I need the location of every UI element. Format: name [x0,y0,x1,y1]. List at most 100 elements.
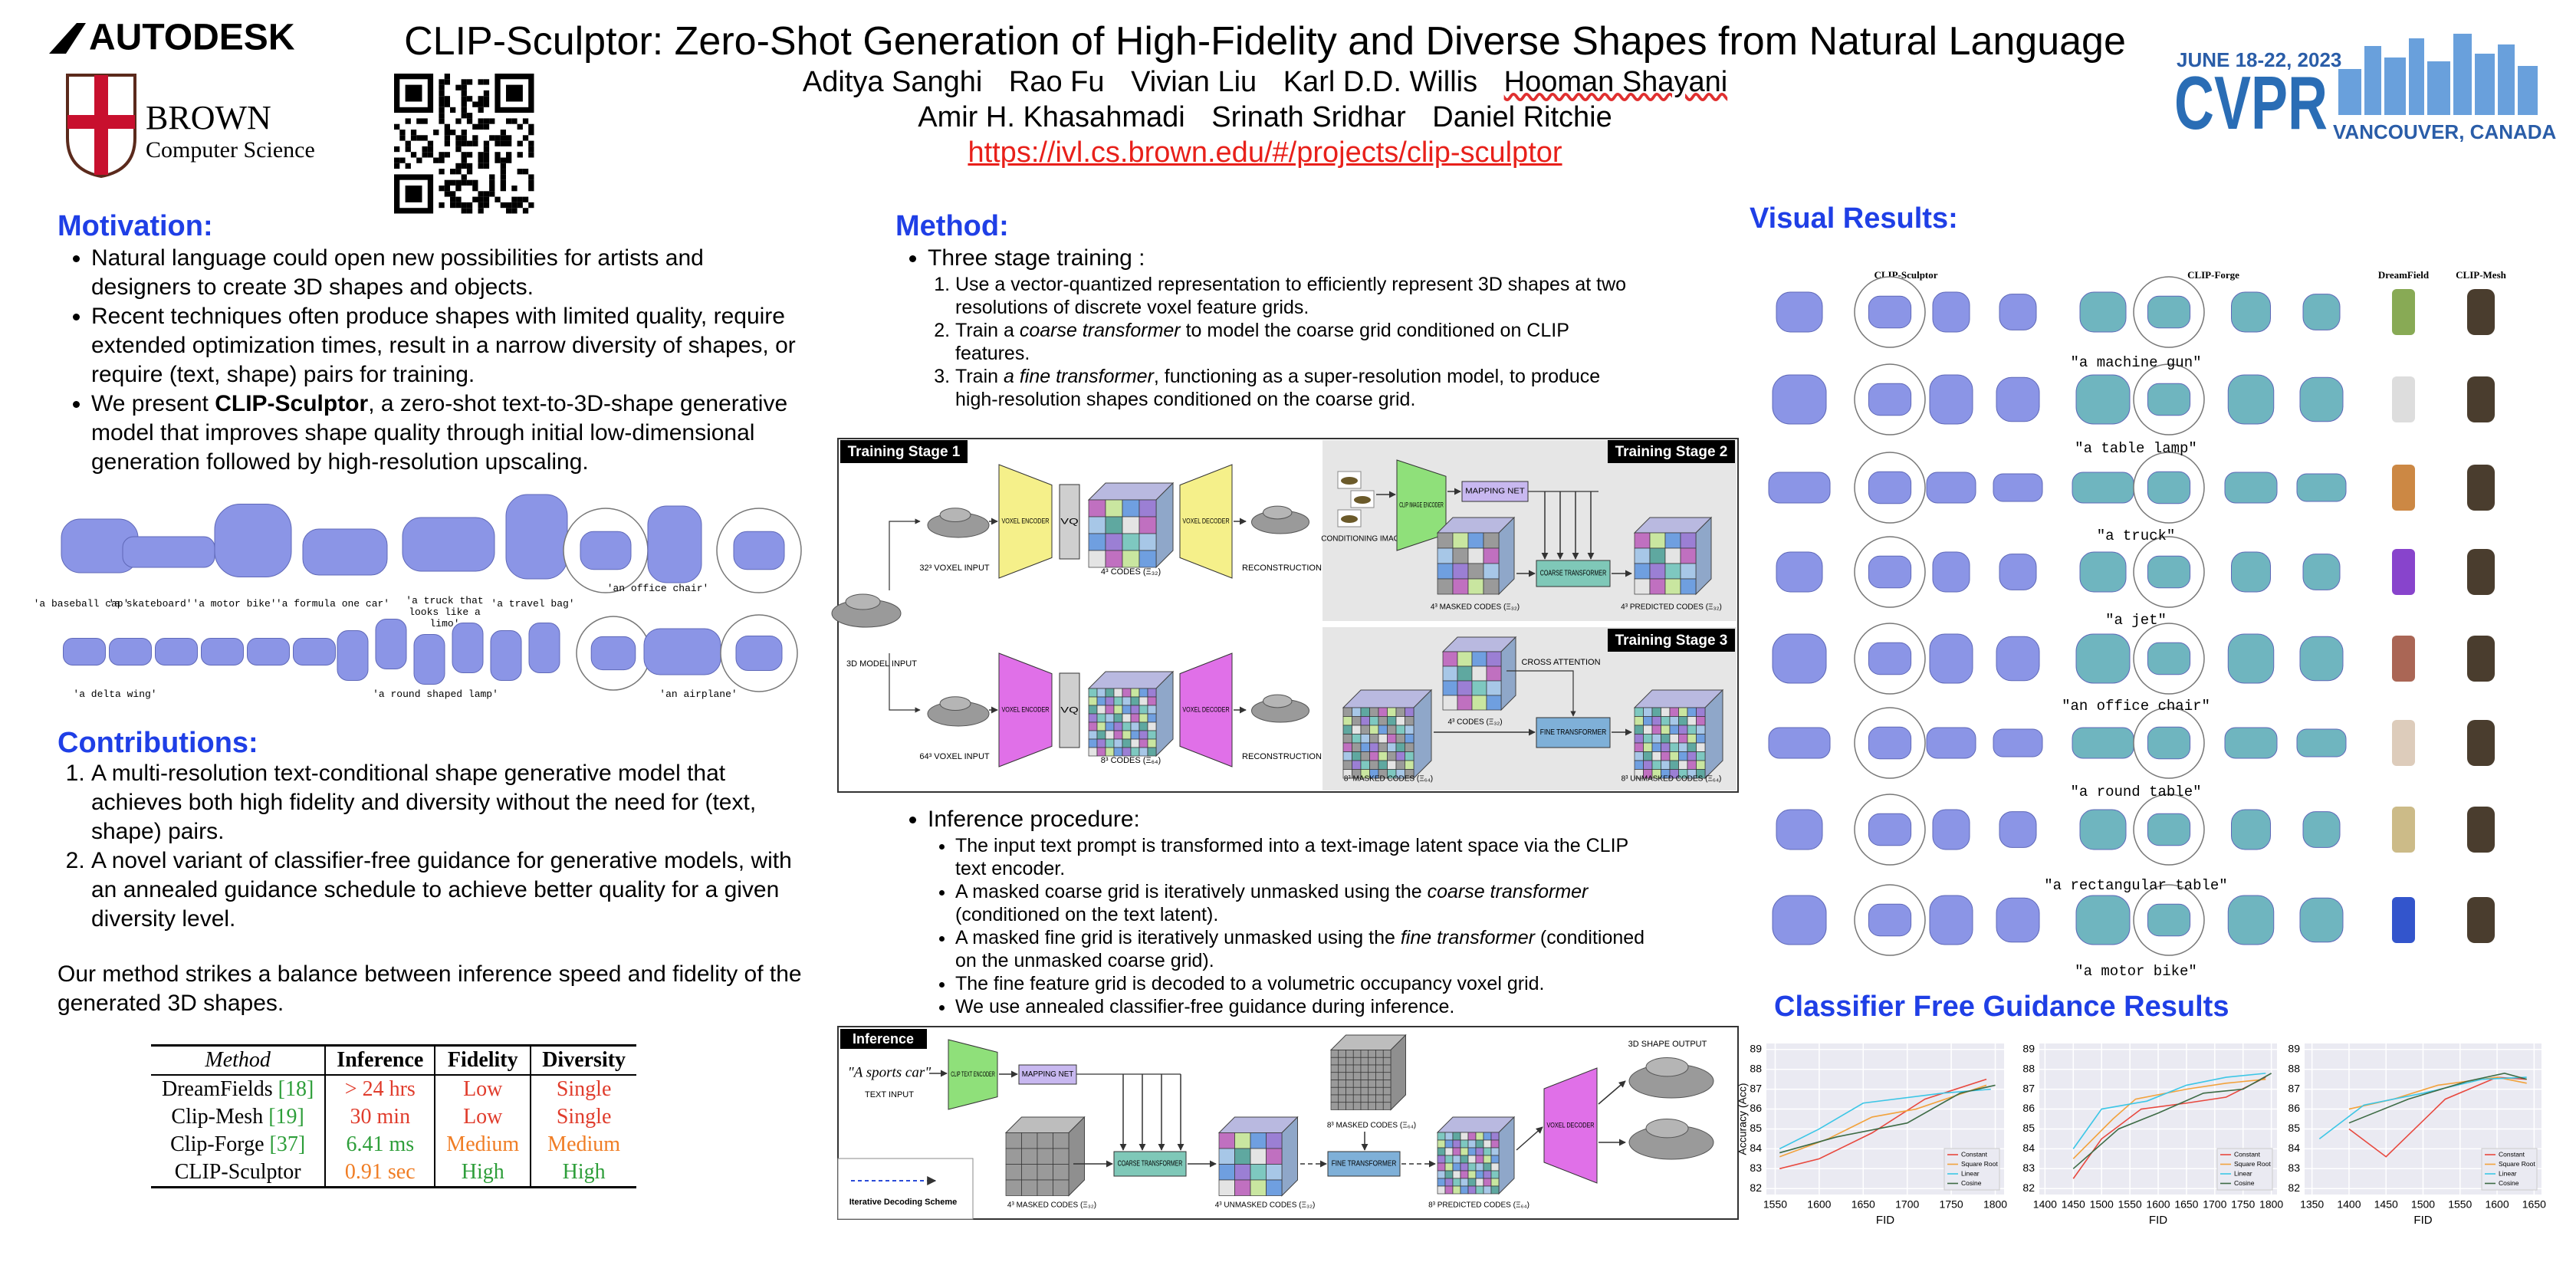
qr-module [444,74,450,80]
cube-cell [1250,1132,1267,1149]
cube-cell [1021,1164,1038,1181]
skyline-building [2384,58,2406,115]
cube-cell [1088,550,1106,568]
cube-cell [1457,695,1473,711]
cube-cell [1437,1147,1446,1156]
cube-cell [1088,705,1098,715]
cube-cell [1234,1148,1251,1165]
figure-label: 4³ MASKED CODES (Ξ₃₂) [1007,1201,1096,1210]
step-text: Train a [955,320,1020,341]
header-cell: Fidelity [435,1045,532,1076]
qr-module [478,191,484,197]
figure-label: TEXT INPUT [865,1090,914,1099]
shape [1996,897,2040,943]
cube-cell [1475,1162,1484,1172]
y-tick-label: 88 [1750,1062,1762,1074]
qr-module [472,101,478,107]
skyline-building [2518,66,2538,115]
step: The fine feature grid is decoded to a vo… [955,972,1661,995]
cube-cell [1088,533,1106,551]
qr-module [455,186,462,192]
cube-cell [1678,707,1688,717]
qr-module [405,163,411,169]
shape [109,638,152,666]
y-tick-label: 88 [2288,1062,2300,1074]
cube-cell [1452,532,1469,549]
qr-module [444,130,450,136]
cube-cell [1651,742,1661,752]
qr-module [517,169,523,175]
qr-module [528,186,534,192]
x-tick-label: 1750 [1940,1198,1963,1211]
block-label: VOXEL DECODER [1182,705,1230,713]
qr-module [489,191,495,197]
cube-cell [1053,1148,1070,1165]
qr-module [444,179,450,186]
qr-module [450,179,456,186]
y-tick-label: 86 [2022,1102,2035,1114]
project-link[interactable]: https://ivl.cs.brown.edu/#/projects/clip… [968,136,1562,169]
cube-cell [1105,738,1115,748]
cube-cell [1130,713,1140,723]
table-row: CLIP-Sculptor 0.91 sec High High [151,1158,636,1188]
legend-label: Linear [1961,1169,1980,1177]
zoom-detail [1868,813,1912,846]
qr-module [472,196,478,202]
car [1341,477,1358,485]
qr-module [439,96,445,102]
cube-cell [1457,651,1473,667]
cube-cell [1405,716,1414,726]
caption: 'a delta wing' [73,689,157,700]
cube-cell [1437,532,1454,549]
shape [2302,294,2341,330]
qr-module [439,101,445,107]
brown-logo: BROWN [146,99,271,136]
cube-cell [1088,721,1098,731]
clipmesh-shape [2467,376,2495,422]
cube-cell [1680,563,1697,580]
cube-cell [1338,1057,1346,1066]
zoom-detail [2147,555,2191,589]
series-line [1779,1084,1996,1154]
qr-module [450,202,456,209]
network-block [1543,1067,1598,1184]
cube-cell [1395,751,1405,761]
shape [337,630,369,681]
cube-cell [1338,1102,1346,1110]
cube-cell [1088,499,1106,518]
cube-cell [1687,707,1697,717]
method: CLIP-Sculptor [174,1160,301,1184]
cube-cell [1088,688,1098,698]
cube-cell [1130,696,1140,706]
shape [1929,895,1973,945]
cube-cell [1634,760,1644,770]
cube-cell [1475,1147,1484,1156]
qr-module [506,152,512,158]
shape [1768,727,1831,759]
step-text: A masked coarse grid is iteratively unma… [955,881,1428,902]
step-text: a fine transformer [1003,366,1154,387]
cube-cell [1113,688,1123,698]
x-tick-label: 1450 [2062,1198,2085,1211]
cube-cell [1651,760,1661,770]
qr-module [478,152,484,158]
cube-cell [1696,734,1706,744]
bullet-text: CLIP-Sculptor [215,391,369,416]
shape [1929,374,1973,425]
cell: Medium [547,1132,621,1156]
qr-module [455,118,462,124]
cube-cell [1338,1080,1346,1088]
cell: Single [556,1077,612,1101]
cube-cell [1483,1170,1492,1179]
cube-cell [1105,499,1123,518]
qr-module [439,113,445,119]
cube-cell [1452,1185,1461,1195]
qr-module [478,101,484,107]
table-row: Clip-Mesh [19] 30 min Low Single [151,1103,636,1131]
y-tick-label: 85 [2022,1122,2035,1134]
figure-label: 4³ CODES (Ξ₃₂) [1447,718,1502,727]
cube-cell [1147,713,1157,723]
qr-module [399,135,406,141]
qr-module [517,196,523,202]
block-label: MAPPING NET [1022,1070,1074,1079]
